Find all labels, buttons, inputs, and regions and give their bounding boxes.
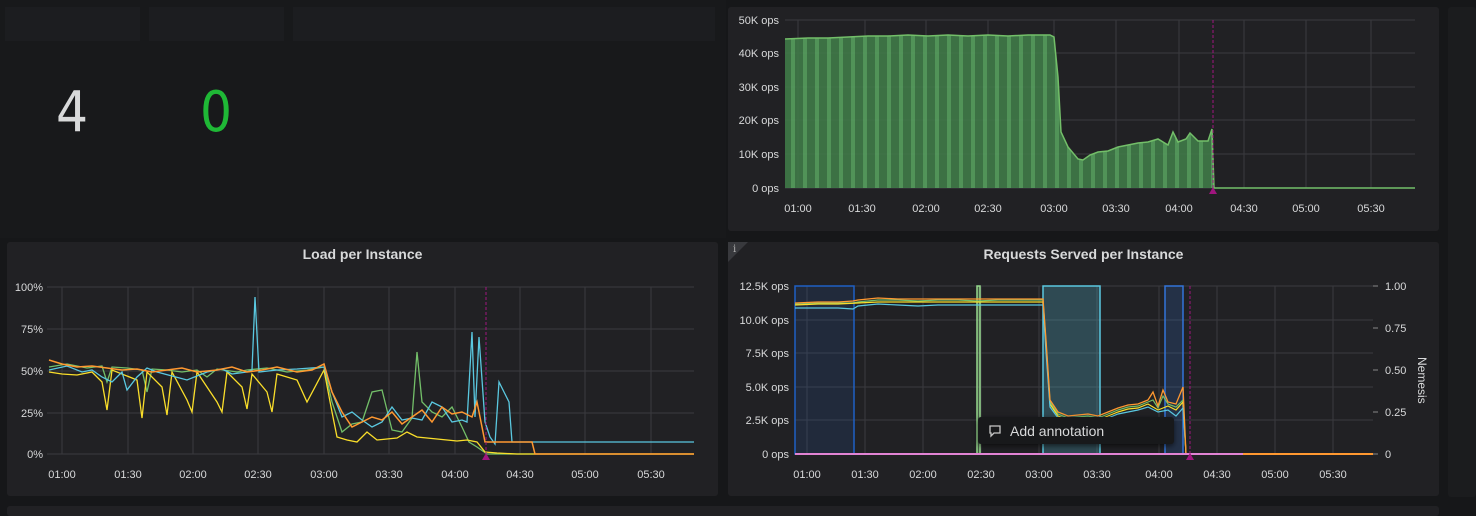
series-instance-1 (794, 299, 1373, 455)
y-tick: 50K ops (739, 15, 780, 27)
svg-text:05:30: 05:30 (1357, 203, 1385, 215)
svg-text:01:00: 01:00 (793, 469, 821, 481)
stat-value-failures: 0 (200, 80, 233, 145)
svg-text:1.00: 1.00 (1385, 281, 1406, 293)
svg-text:75%: 75% (21, 324, 43, 336)
comment-icon (989, 424, 1001, 438)
svg-text:20K ops: 20K ops (739, 115, 780, 127)
requests-chart[interactable]: 12.5K ops 10.0K ops 7.5K ops 5.0K ops 2.5K… (728, 242, 1439, 496)
requests-served-panel[interactable]: i Requests Served per Instance 12.5K ops… (728, 242, 1439, 496)
stat-panel-header-3 (293, 7, 715, 41)
info-icon[interactable]: i (733, 244, 737, 255)
ops-area-fill (785, 35, 1214, 188)
svg-text:02:30: 02:30 (967, 469, 995, 481)
svg-text:03:30: 03:30 (375, 469, 403, 481)
svg-text:2.5K ops: 2.5K ops (746, 415, 790, 427)
panel-title[interactable]: Requests Served per Instance (983, 246, 1184, 262)
panel-title[interactable]: Load per Instance (302, 246, 423, 262)
svg-text:03:30: 03:30 (1083, 469, 1111, 481)
svg-text:01:00: 01:00 (784, 203, 812, 215)
total-ops-chart[interactable]: 50K ops 40K ops 30K ops 20K ops 10K ops … (728, 7, 1439, 231)
svg-text:0.50: 0.50 (1385, 365, 1406, 377)
svg-text:0 ops: 0 ops (752, 183, 779, 195)
svg-text:10.0K ops: 10.0K ops (739, 315, 789, 327)
svg-text:01:30: 01:30 (851, 469, 879, 481)
nemesis-band-1[interactable] (794, 285, 855, 455)
svg-text:05:00: 05:00 (1261, 469, 1289, 481)
svg-text:04:00: 04:00 (1165, 203, 1193, 215)
series-instance-4 (48, 359, 694, 455)
svg-text:04:30: 04:30 (506, 469, 534, 481)
total-ops-panel[interactable]: 50K ops 40K ops 30K ops 20K ops 10K ops … (728, 7, 1439, 231)
stat-panel-header-1 (5, 7, 140, 41)
stat-panels-area: 4 0 (0, 0, 726, 238)
svg-text:02:00: 02:00 (909, 469, 937, 481)
svg-text:0.75: 0.75 (1385, 323, 1406, 335)
svg-text:04:30: 04:30 (1230, 203, 1258, 215)
svg-text:05:30: 05:30 (637, 469, 665, 481)
annotation-marker-icon[interactable] (1209, 187, 1217, 194)
info-corner[interactable] (728, 242, 748, 262)
svg-text:01:30: 01:30 (848, 203, 876, 215)
svg-text:03:30: 03:30 (1102, 203, 1130, 215)
svg-text:0.25: 0.25 (1385, 407, 1406, 419)
add-annotation-label[interactable]: Add annotation (1010, 422, 1105, 439)
svg-text:02:00: 02:00 (179, 469, 207, 481)
svg-text:02:00: 02:00 (912, 203, 940, 215)
svg-text:05:00: 05:00 (1292, 203, 1320, 215)
annotation-marker-icon[interactable] (1186, 453, 1194, 460)
svg-text:04:00: 04:00 (441, 469, 469, 481)
svg-text:7.5K ops: 7.5K ops (746, 348, 790, 360)
ops-line (784, 34, 1415, 189)
svg-text:0 ops: 0 ops (762, 449, 789, 461)
svg-text:40K ops: 40K ops (739, 48, 780, 60)
svg-text:10K ops: 10K ops (739, 149, 780, 161)
annotation-marker-icon[interactable] (482, 453, 490, 460)
svg-text:02:30: 02:30 (244, 469, 272, 481)
svg-text:04:00: 04:00 (1145, 469, 1173, 481)
svg-text:0: 0 (1385, 449, 1391, 461)
svg-text:01:30: 01:30 (114, 469, 142, 481)
stat-panel-header-2 (149, 7, 284, 41)
series-instance-4 (794, 297, 1373, 455)
svg-text:05:00: 05:00 (571, 469, 599, 481)
svg-text:0%: 0% (27, 449, 43, 461)
svg-text:01:00: 01:00 (48, 469, 76, 481)
next-row-panel (7, 506, 1439, 516)
svg-text:50%: 50% (21, 366, 43, 378)
svg-text:12.5K ops: 12.5K ops (739, 281, 789, 293)
svg-text:03:00: 03:00 (310, 469, 338, 481)
svg-text:05:30: 05:30 (1319, 469, 1347, 481)
stat-value-nodes: 4 (56, 80, 89, 145)
svg-text:5.0K ops: 5.0K ops (746, 382, 790, 394)
add-annotation-tooltip[interactable]: Add annotation (978, 417, 1174, 444)
svg-text:03:00: 03:00 (1025, 469, 1053, 481)
svg-text:04:30: 04:30 (1203, 469, 1231, 481)
svg-text:100%: 100% (15, 282, 43, 294)
svg-text:03:00: 03:00 (1040, 203, 1068, 215)
series-instance-2 (48, 368, 694, 455)
load-per-instance-panel[interactable]: Load per Instance 100% 75% 50% 25% 0% 01:0… (7, 242, 718, 496)
offscreen-panel (1448, 7, 1476, 497)
y2-axis-label: Nemesis (1415, 357, 1429, 404)
svg-text:25%: 25% (21, 408, 43, 420)
series-instance-3 (48, 296, 694, 446)
load-chart[interactable]: 100%75% 50%25% 0% 01:00 01:30 02:00 02:30 … (7, 242, 718, 496)
svg-text:30K ops: 30K ops (739, 82, 780, 94)
series-instance-1 (48, 351, 694, 455)
svg-text:02:30: 02:30 (974, 203, 1002, 215)
